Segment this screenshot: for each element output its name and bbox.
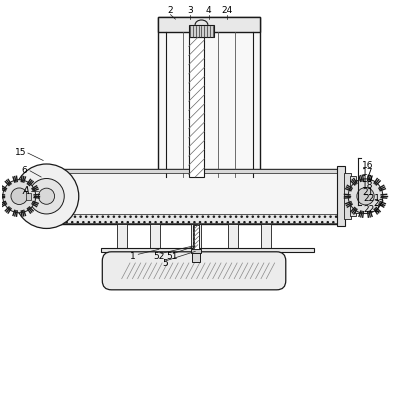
Text: 15: 15	[15, 148, 26, 157]
Bar	[193, 225, 199, 249]
Bar	[40, 173, 47, 219]
Circle shape	[348, 179, 383, 213]
Bar	[34, 176, 40, 216]
Text: 17: 17	[362, 168, 374, 177]
Circle shape	[29, 178, 64, 214]
Bar	[158, 17, 260, 177]
Text: 221: 221	[364, 194, 380, 203]
Bar	[53, 169, 339, 224]
Text: 5: 5	[163, 259, 168, 268]
Bar	[229, 224, 238, 250]
Bar	[188, 37, 204, 177]
Text: 6: 6	[22, 166, 28, 175]
Circle shape	[3, 180, 36, 213]
Text: 19: 19	[362, 175, 374, 183]
Bar	[26, 193, 31, 200]
Bar	[337, 166, 345, 226]
Bar	[350, 176, 356, 216]
Bar	[193, 225, 198, 249]
Text: 16: 16	[362, 161, 374, 170]
Bar	[191, 224, 201, 250]
Bar	[117, 224, 127, 250]
Text: 4: 4	[206, 6, 211, 15]
Bar	[54, 214, 338, 223]
Bar	[29, 180, 35, 213]
Text: 3: 3	[187, 6, 193, 15]
Text: 51: 51	[166, 252, 178, 261]
Circle shape	[11, 188, 28, 205]
Circle shape	[357, 188, 374, 205]
Bar	[158, 17, 260, 32]
Bar	[188, 25, 214, 37]
Text: 24: 24	[221, 6, 233, 15]
Bar	[46, 166, 54, 226]
Bar	[150, 224, 160, 250]
Text: 2: 2	[168, 6, 173, 15]
Text: 1: 1	[131, 252, 136, 261]
Bar	[54, 169, 338, 173]
Bar	[344, 173, 351, 219]
Text: 222: 222	[364, 205, 380, 214]
Bar	[192, 252, 200, 262]
Text: 18: 18	[362, 181, 374, 190]
Text: A: A	[23, 186, 29, 196]
Circle shape	[14, 164, 79, 228]
Circle shape	[38, 188, 55, 204]
Bar	[261, 224, 271, 250]
Text: 52: 52	[153, 252, 165, 261]
FancyBboxPatch shape	[102, 252, 286, 290]
Text: 22: 22	[374, 199, 385, 208]
Bar	[360, 183, 365, 210]
Bar	[101, 248, 314, 252]
Text: 21: 21	[362, 188, 374, 197]
Bar	[355, 180, 361, 213]
Bar	[191, 249, 201, 253]
Bar	[46, 169, 53, 223]
